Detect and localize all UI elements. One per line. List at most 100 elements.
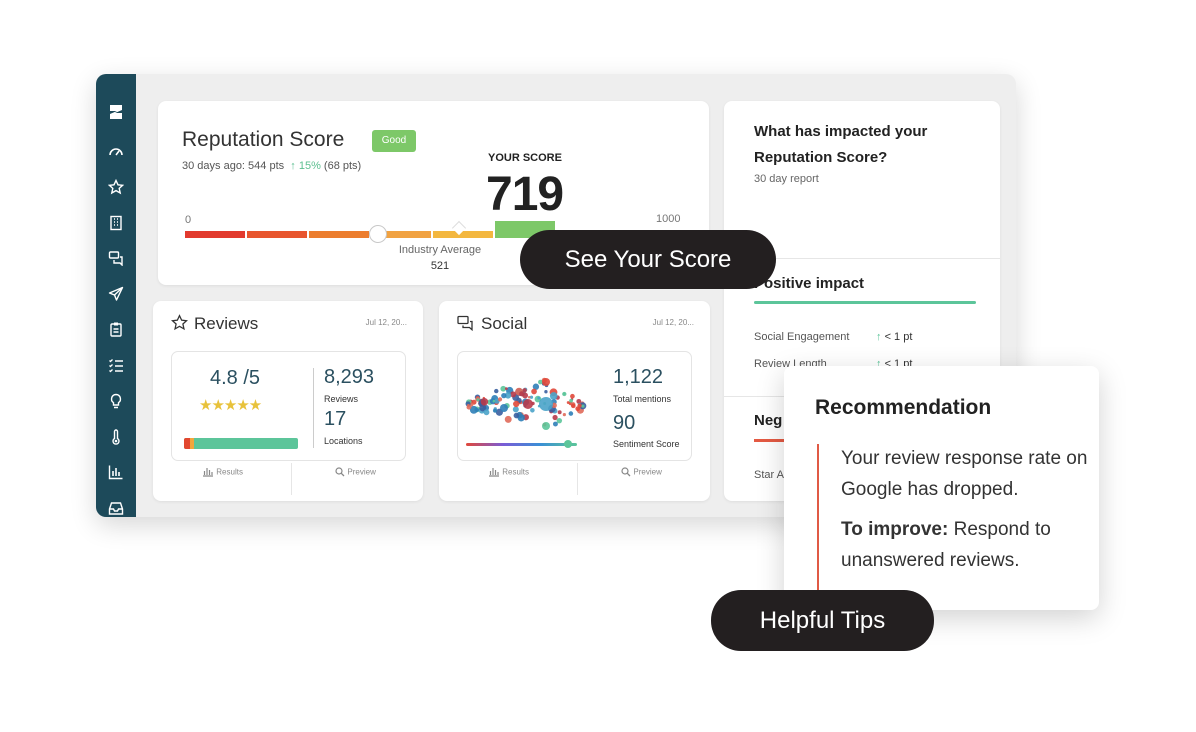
mention-bubble — [494, 388, 499, 394]
mentions-bubble-cloud — [465, 377, 587, 430]
gauge-segment — [185, 231, 245, 238]
thermometer-icon[interactable] — [108, 429, 124, 445]
recommendation-card: Recommendation Your review response rate… — [784, 366, 1099, 610]
change-points: (68 pts) — [323, 160, 362, 172]
chat-icon[interactable] — [108, 250, 124, 266]
star-rating: ★★★★★ — [199, 397, 262, 414]
mention-bubble — [568, 411, 574, 416]
helpful-tips-callout[interactable]: Helpful Tips — [711, 590, 934, 651]
results-link[interactable]: Results — [155, 467, 290, 477]
mention-bubble — [581, 404, 585, 408]
location-count-label: Locations — [324, 436, 363, 446]
recommendation-body: Your review response rate on Google has … — [841, 448, 1088, 500]
mention-bubble — [504, 415, 512, 423]
reviews-title: Reviews — [171, 314, 258, 336]
reputation-title: Reputation Score — [182, 128, 345, 151]
mention-bubble — [480, 398, 489, 406]
industry-average-marker — [369, 225, 388, 243]
your-score-label: YOUR SCORE — [488, 152, 562, 164]
rating-distribution-bar — [184, 438, 298, 449]
mention-bubble — [552, 414, 558, 421]
checklist-icon[interactable] — [108, 357, 124, 373]
reputation-score-card: Reputation Score Good 30 days ago: 544 p… — [158, 101, 709, 285]
gauge-max-label: 1000 — [656, 213, 681, 225]
review-count: 8,293 — [324, 366, 375, 388]
bar-chart-icon — [489, 468, 500, 477]
mention-bubble — [510, 391, 517, 398]
mention-bubble — [500, 404, 508, 412]
mention-bubble — [476, 398, 480, 402]
previous-score-text: 30 days ago: 544 pts — [182, 160, 285, 172]
sentiment-label: Sentiment Score — [613, 439, 680, 449]
mention-bubble — [537, 396, 541, 400]
mention-bubble — [497, 397, 503, 402]
mention-bubble — [532, 383, 540, 390]
mention-bubble — [552, 421, 558, 427]
mention-bubble — [530, 407, 535, 413]
social-title-text: Social — [481, 314, 528, 333]
star-icon[interactable] — [108, 179, 124, 195]
sentiment-score: 90 — [613, 412, 636, 434]
mention-bubble — [501, 392, 507, 399]
zoom-icon — [335, 467, 345, 477]
logo-icon[interactable] — [108, 104, 124, 120]
change-percent: 15% — [298, 160, 321, 172]
mention-bubble — [504, 387, 508, 391]
mention-bubble — [523, 399, 533, 409]
mention-bubble — [544, 390, 548, 394]
impact-title: What has impacted your Reputation Score? — [754, 123, 928, 166]
review-count-label: Reviews — [324, 394, 359, 404]
mention-bubble — [562, 413, 566, 417]
sentiment-slider — [466, 443, 577, 446]
positive-impact-underline — [754, 301, 976, 304]
results-link[interactable]: Results — [441, 467, 576, 477]
lightbulb-icon[interactable] — [108, 393, 124, 409]
social-card[interactable]: Social Jul 12, 20... 1,122 Total mention… — [439, 301, 710, 501]
divider — [724, 258, 1000, 259]
see-score-callout[interactable]: See Your Score — [520, 230, 776, 289]
gauge-segment — [433, 231, 493, 238]
score-gauge — [185, 220, 556, 243]
gauge-segment — [371, 231, 431, 238]
impact-subtitle: 30 day report — [754, 173, 819, 185]
reviews-date: Jul 12, 20... — [365, 318, 407, 327]
previous-score: 30 days ago: 544 pts ↑ 15% (68 pts) — [182, 160, 361, 172]
results-label: Results — [502, 467, 529, 477]
positive-impact-title: Positive impact — [754, 275, 865, 292]
score-value: 719 — [486, 168, 564, 221]
arrow-up-icon: ↑ — [287, 160, 296, 172]
inbox-icon[interactable] — [108, 500, 124, 516]
sidebar — [96, 74, 136, 517]
footer-divider — [291, 463, 292, 495]
mentions-count: 1,122 — [613, 366, 664, 388]
mention-bubble — [483, 409, 490, 416]
impact-row-delta: ↑ < 1 pt — [876, 331, 912, 343]
mention-bubble — [513, 400, 520, 408]
mention-bubble — [542, 422, 550, 430]
mention-bubble — [570, 403, 576, 409]
recommendation-improve: To improve: Respond to unanswered review… — [841, 514, 1091, 576]
reviews-card[interactable]: Reviews Jul 12, 20... 4.8 /5 ★★★★★ 8,293… — [153, 301, 423, 501]
building-icon[interactable] — [108, 215, 124, 231]
zoom-icon — [621, 467, 631, 477]
mention-bubble — [512, 406, 519, 413]
mention-bubble — [577, 403, 582, 408]
recommendation-title: Recommendation — [815, 396, 992, 419]
preview-link[interactable]: Preview — [288, 467, 423, 477]
mention-bubble — [566, 401, 570, 404]
clipboard-icon[interactable] — [108, 321, 124, 337]
mention-bubble — [562, 391, 567, 397]
bar-chart-icon[interactable] — [108, 464, 124, 480]
negative-impact-title: Neg — [754, 412, 783, 429]
mention-bubble — [492, 399, 496, 403]
send-icon[interactable] — [108, 286, 124, 302]
preview-link[interactable]: Preview — [574, 467, 709, 477]
reviews-title-text: Reviews — [194, 314, 259, 333]
mention-bubble — [504, 392, 512, 399]
industry-average-value: 521 — [430, 260, 450, 272]
mention-bubble — [576, 398, 582, 404]
mention-bubble — [527, 395, 531, 399]
dashboard-icon[interactable] — [108, 144, 124, 160]
mention-bubble — [539, 397, 553, 411]
mentions-label: Total mentions — [613, 394, 672, 404]
